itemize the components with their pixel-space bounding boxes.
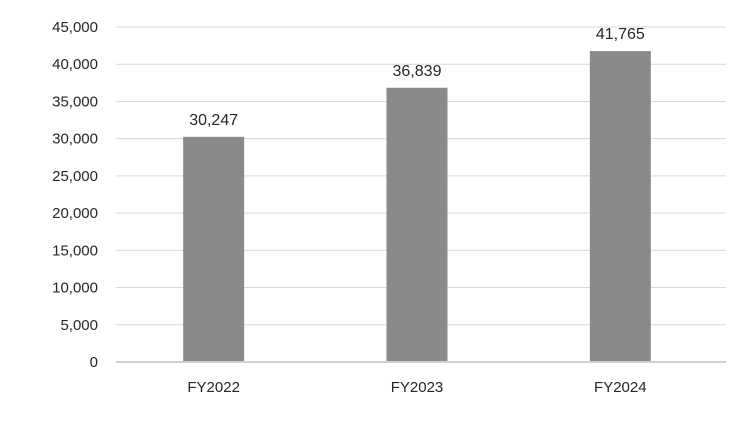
- data-label: 36,839: [393, 63, 442, 80]
- y-tick-label: 45,000: [52, 19, 98, 36]
- y-tick-label: 40,000: [52, 56, 98, 73]
- data-label: 30,247: [189, 112, 238, 129]
- x-tick-label: FY2024: [594, 379, 647, 396]
- y-tick-label: 5,000: [60, 317, 98, 334]
- bar-fy2022: [183, 136, 245, 361]
- y-tick-label: 30,000: [52, 131, 98, 148]
- y-tick-label: 15,000: [52, 242, 98, 259]
- y-tick-label: 25,000: [52, 168, 98, 185]
- y-tick-label: 0: [90, 354, 98, 371]
- data-label: 41,765: [596, 26, 645, 43]
- bar-fy2024: [589, 51, 651, 362]
- x-tick-label: FY2023: [391, 379, 444, 396]
- y-tick-label: 35,000: [52, 93, 98, 110]
- x-tick-label: FY2022: [187, 379, 240, 396]
- y-tick-label: 10,000: [52, 280, 98, 297]
- bar-fy2023: [386, 87, 448, 361]
- y-tick-label: 20,000: [52, 205, 98, 222]
